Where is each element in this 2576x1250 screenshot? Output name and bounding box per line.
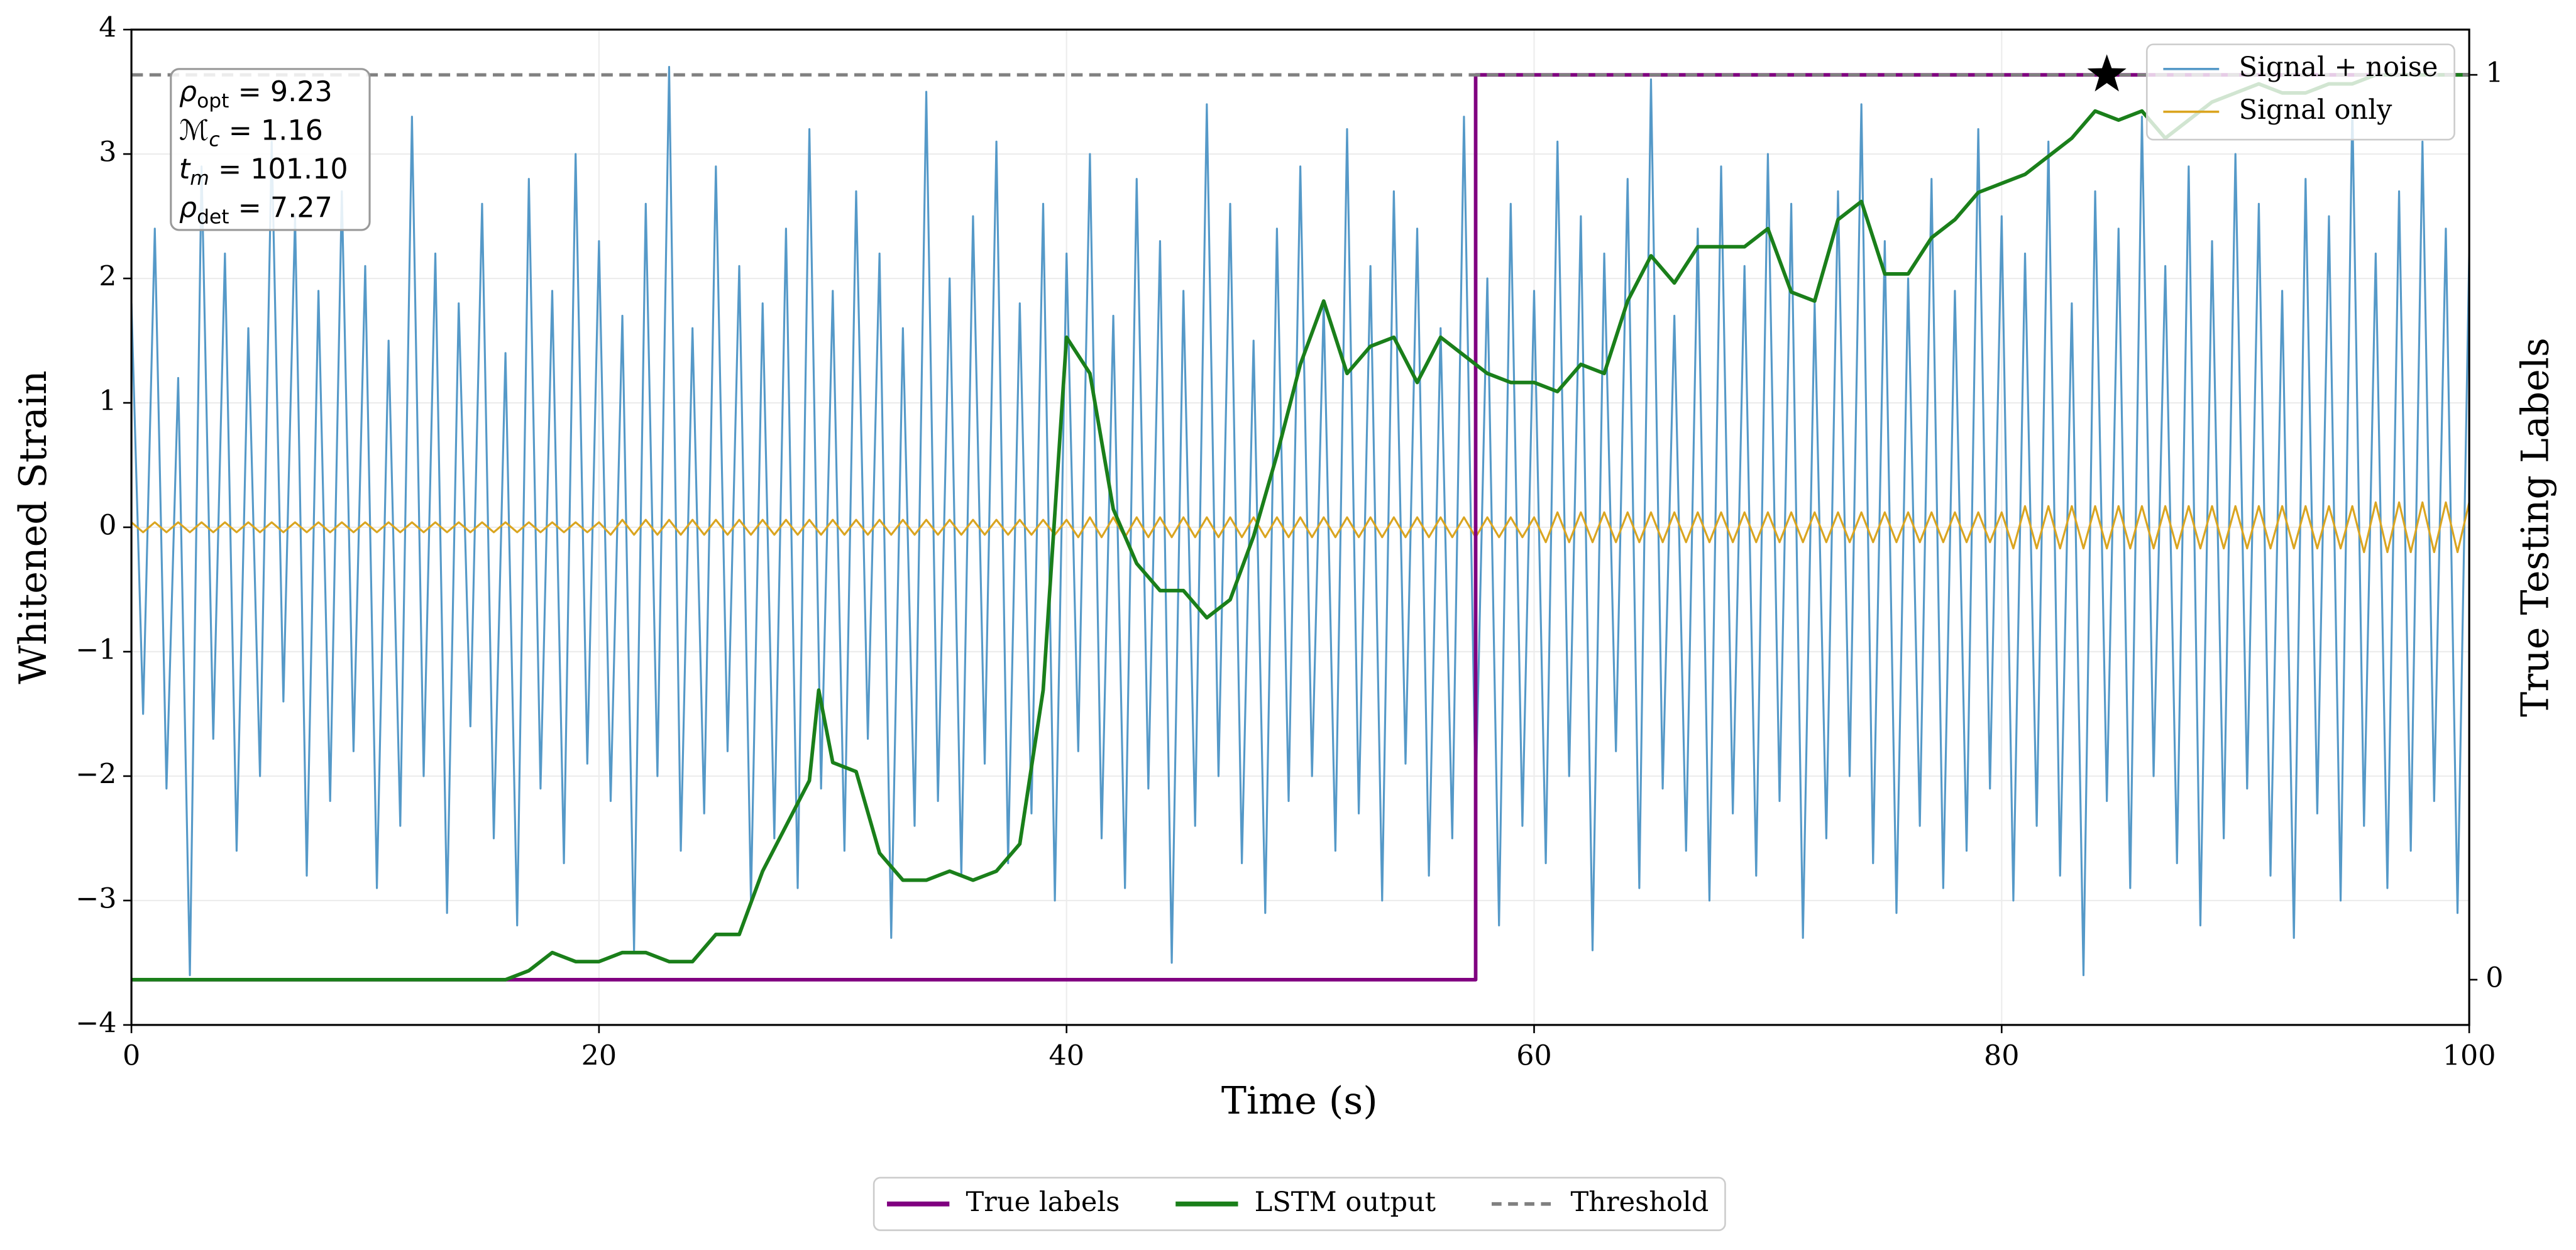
series-line — [131, 73, 2470, 982]
legend-label: Threshold — [1570, 1187, 1709, 1218]
annotation-symbol: t — [179, 153, 191, 185]
y2-axis-label: True Testing Labels — [2513, 337, 2557, 717]
annotation-text: = 9.23 — [229, 76, 332, 108]
legend-box — [872, 1176, 1726, 1231]
y-tick-label: −3 — [75, 882, 116, 914]
y-tick-label: −2 — [75, 758, 116, 790]
x-tick-label: 20 — [581, 1040, 617, 1072]
y2-tick-label: 0 — [2485, 962, 2503, 994]
annotation-text: = 101.10 — [209, 153, 348, 185]
y-tick-label: 0 — [99, 509, 116, 541]
y2-tick-label: 1 — [2485, 57, 2503, 89]
y-tick-label: 2 — [99, 261, 116, 293]
annotation-subscript: opt — [197, 90, 229, 112]
y-tick-label: 4 — [99, 12, 116, 44]
x-tick-label: 0 — [123, 1040, 140, 1072]
x-tick-label: 80 — [1984, 1040, 2020, 1072]
annotation-line: ρdet = 7.27 — [179, 192, 333, 228]
annotation-subscript: det — [197, 206, 229, 228]
series-line — [131, 73, 2470, 982]
plot-area — [131, 65, 2470, 982]
legend: Signal + noise Signal only — [2145, 43, 2455, 141]
y-tick-label: 3 — [99, 136, 116, 168]
annotation-symbol: ℳ — [179, 114, 209, 146]
annotation-line: ℳc = 1.16 — [179, 114, 323, 151]
annotation-line: ρopt = 9.23 — [179, 76, 333, 112]
annotation-symbol: ρ — [179, 192, 197, 224]
x-axis-label: Time (s) — [1221, 1079, 1378, 1123]
plot-frame — [130, 28, 2470, 1026]
legend-box — [2145, 43, 2455, 141]
y-tick-label: 1 — [99, 385, 116, 417]
annotation-text: = 7.27 — [229, 192, 333, 224]
annotation-subscript: m — [190, 167, 209, 190]
annotation-symbol: ρ — [179, 76, 197, 108]
legend-label: True labels — [966, 1187, 1120, 1218]
y-tick-label: −4 — [75, 1007, 116, 1039]
y-tick-label: −1 — [75, 633, 116, 666]
annotation-subscript: c — [209, 129, 219, 151]
legend: True labels LSTM output Threshold — [872, 1176, 1726, 1231]
annotation-box — [170, 68, 371, 231]
legend-label: Signal + noise — [2239, 52, 2438, 83]
x-tick-label: 100 — [2443, 1040, 2496, 1072]
star-marker — [2087, 54, 2127, 92]
x-tick-label: 40 — [1049, 1040, 1084, 1072]
y-axis-label: Whitened Strain — [11, 370, 55, 684]
x-tick-label: 60 — [1516, 1040, 1552, 1072]
annotation-line: tm = 101.10 — [179, 153, 348, 190]
series-line — [131, 65, 2470, 977]
legend-label: LSTM output — [1255, 1187, 1436, 1218]
legend-label: Signal only — [2239, 94, 2392, 126]
annotation-text: = 1.16 — [220, 114, 323, 146]
series-line — [131, 501, 2470, 554]
